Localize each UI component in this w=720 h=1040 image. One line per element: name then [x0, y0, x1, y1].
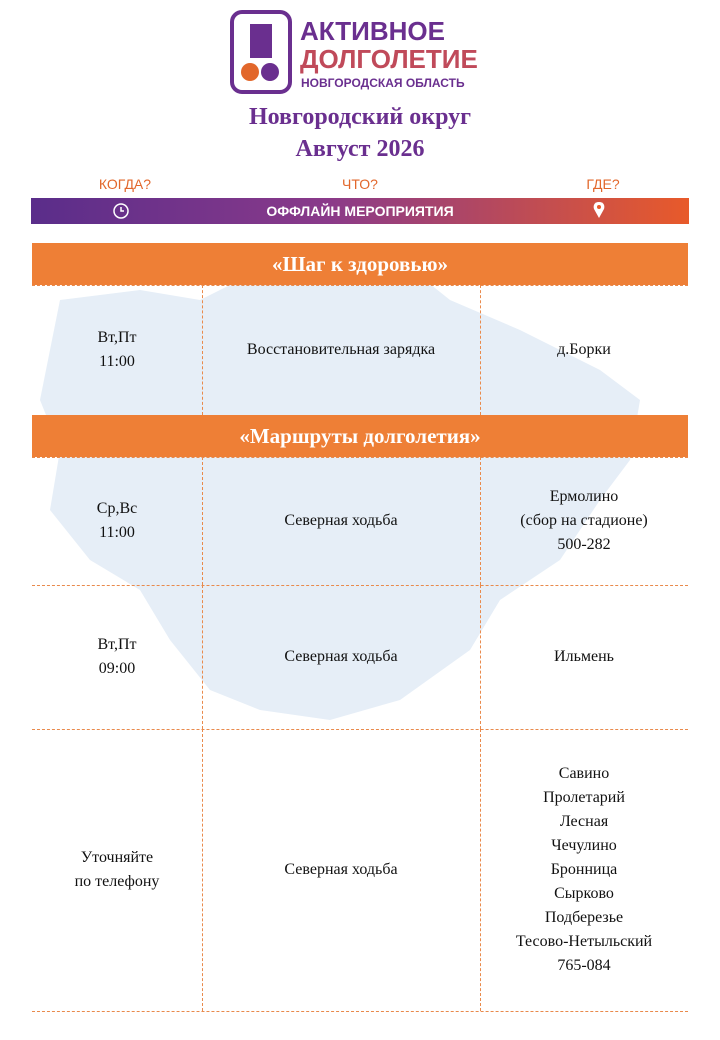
- map-shape: [40, 260, 640, 720]
- cell-line: Подберезье: [544, 909, 624, 926]
- cell-line: 11:00: [99, 524, 135, 541]
- cell-line: Вт,Пт: [97, 636, 137, 653]
- cell-when: Уточняйте по телефону: [32, 729, 202, 1011]
- banner-text: ОФФЛАЙН МЕРОПРИЯТИЯ: [266, 203, 454, 219]
- logo-tower: [250, 24, 272, 58]
- section-header: «Шаг к здоровью»: [32, 243, 688, 285]
- cell-line: Восстановительная зарядка: [246, 341, 436, 358]
- column-where: ГДЕ?: [586, 176, 620, 192]
- cell-what: Северная ходьба: [202, 585, 480, 729]
- cell-line: Пролетарий: [543, 789, 625, 806]
- cell-line: Вт,Пт: [97, 329, 137, 346]
- column-when: КОГДА?: [98, 176, 152, 192]
- column-border: [480, 585, 481, 729]
- cell-line: Северная ходьба: [284, 861, 398, 878]
- logo: [230, 10, 292, 94]
- cell-what: Восстановительная зарядка: [202, 285, 480, 415]
- logo-line1: АКТИВНОЕ: [300, 16, 445, 46]
- column-border: [202, 585, 203, 729]
- cell-line: д.Борки: [557, 341, 611, 358]
- subtitle: Август 2026: [295, 136, 425, 162]
- logo-face: [261, 63, 279, 81]
- column-border: [202, 285, 203, 415]
- cell-line: Ермолино: [549, 488, 619, 505]
- row-border: [32, 585, 688, 586]
- cell-where: Ермолино (сбор на стадионе) 500-282: [480, 457, 688, 585]
- cell-line: Тесово-Нетыльский: [515, 933, 653, 950]
- cell-line: Сырково: [554, 885, 614, 902]
- cell-line: 765-084: [557, 957, 611, 974]
- column-border: [480, 457, 481, 585]
- cell-line: Ильмень: [554, 648, 614, 665]
- row-border: [32, 285, 688, 286]
- section-header: «Маршруты долголетия»: [32, 415, 688, 457]
- cell-line: Ср,Вс: [96, 500, 138, 517]
- cell-line: Северная ходьба: [284, 648, 398, 665]
- cell-line: 11:00: [99, 353, 135, 370]
- cell-when: Ср,Вс 11:00: [32, 457, 202, 585]
- cell-line: Уточняйте: [80, 849, 154, 866]
- cell-line: Савино: [558, 765, 610, 782]
- row-border: [32, 457, 688, 458]
- cell-where: д.Борки: [480, 285, 688, 415]
- cell-line: Северная ходьба: [284, 512, 398, 529]
- logo-line3: НОВГОРОДСКАЯ ОБЛАСТЬ: [301, 76, 465, 90]
- cell-line: Чечулино: [551, 837, 617, 854]
- clock-icon: [113, 203, 129, 219]
- cell-what: Северная ходьба: [202, 729, 480, 1011]
- row-border: [32, 729, 688, 730]
- pin-icon: [593, 202, 605, 218]
- logo-line2: ДОЛГОЛЕТИЕ: [300, 44, 478, 74]
- cell-when: Вт,Пт 09:00: [32, 585, 202, 729]
- title: Новгородский округ: [248, 104, 472, 130]
- row-border: [32, 1011, 688, 1012]
- cell-line: 09:00: [98, 660, 136, 677]
- banner: ОФФЛАЙН МЕРОПРИЯТИЯ: [31, 198, 689, 224]
- cell-line: Лесная: [559, 813, 609, 830]
- cell-line: 500-282: [557, 536, 611, 553]
- cell-where: Ильмень: [480, 585, 688, 729]
- column-border: [202, 729, 203, 1011]
- cell-line: по телефону: [74, 873, 160, 890]
- cell-line: Бронница: [550, 861, 618, 878]
- cell-what: Северная ходьба: [202, 457, 480, 585]
- column-border: [480, 285, 481, 415]
- cell-when: Вт,Пт 11:00: [32, 285, 202, 415]
- cell-where: Савино Пролетарий Лесная Чечулино Бронница Сы…: [480, 729, 688, 1011]
- cell-line: (сбор на стадионе): [520, 512, 648, 529]
- column-border: [480, 729, 481, 1011]
- logo-face: [241, 63, 259, 81]
- column-border: [202, 457, 203, 585]
- column-what: ЧТО?: [342, 176, 378, 192]
- logo-frame: [230, 10, 292, 94]
